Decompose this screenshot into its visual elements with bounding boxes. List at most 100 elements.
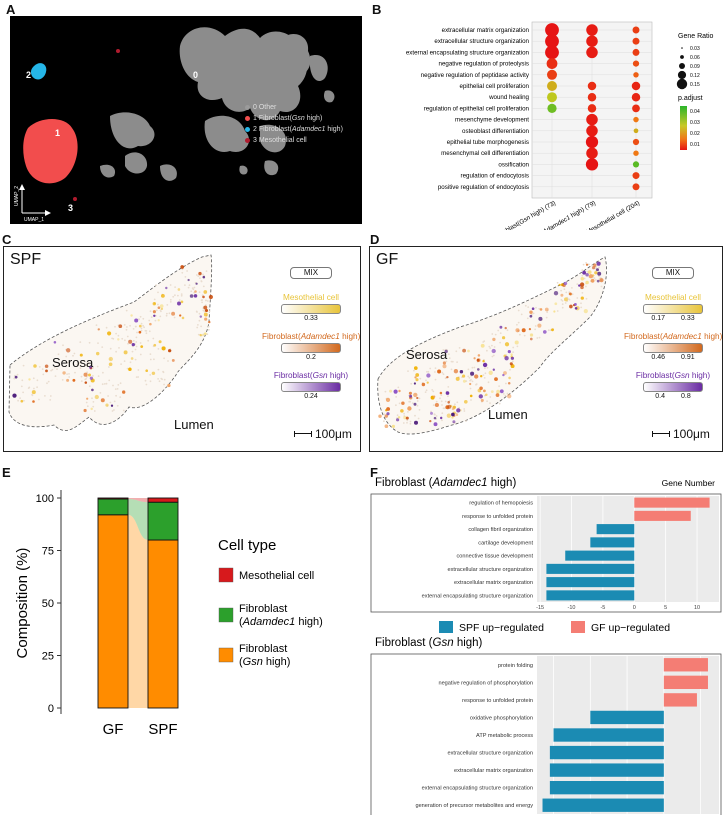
spatial-spot (492, 368, 495, 371)
composition-legend-label: Mesothelial cell (239, 570, 314, 582)
spatial-spot (197, 333, 200, 336)
spatial-spot (134, 358, 137, 361)
spatial-spot (123, 324, 126, 326)
dotplot-point (631, 92, 641, 102)
spatial-spot (568, 292, 572, 296)
spatial-spot (545, 316, 548, 319)
dotplot-point (632, 161, 640, 168)
spatial-spot (157, 378, 160, 380)
spatial-spot (122, 390, 126, 394)
umap-cluster-other (100, 27, 335, 181)
spatial-spot (105, 326, 108, 329)
spatial-spot (580, 296, 584, 300)
spatial-spot (544, 307, 549, 312)
umap-legend-num: 0 (253, 104, 259, 111)
spatial-spot (165, 314, 168, 317)
spatial-spot (454, 403, 456, 406)
spatial-spot (200, 280, 203, 283)
spatial-spot (492, 354, 495, 357)
spatial-spot (453, 369, 459, 374)
spatial-spot (442, 373, 445, 376)
spatial-spot (99, 392, 102, 394)
spatial-spot (384, 390, 387, 393)
spatial-spot (418, 409, 421, 411)
spatial-spot (448, 357, 451, 359)
spatial-spot (489, 402, 491, 404)
spatial-spot (426, 370, 428, 373)
dotplot-point (631, 81, 641, 91)
spatial-spot (451, 416, 454, 419)
spatial-spot (79, 341, 82, 343)
composition-bar-segment (147, 501, 179, 541)
spatial-gf-legend: MIX Mesothelial cell 0.17 0.33 Fibroblast(Ad… (624, 267, 722, 410)
spatial-spot (159, 315, 162, 318)
spatial-spot (195, 310, 198, 313)
umap-legend-item: 1 Fibroblast(Gsn high) (245, 113, 343, 124)
spatial-spot (469, 379, 471, 382)
spatial-spot (439, 397, 441, 400)
spatial-spot (184, 276, 187, 278)
spatial-spot (178, 299, 181, 301)
spatial-spot (455, 376, 460, 381)
spatial-spot (159, 304, 164, 308)
panel-label-c: C (2, 232, 12, 247)
spatial-spot (378, 414, 382, 418)
gene-name: Adamdec1 (662, 332, 702, 341)
dotplot-panel: extracellular matrix organization extrace… (372, 14, 725, 251)
spatial-spot (482, 341, 485, 343)
legend-mix-box: MIX (290, 267, 332, 279)
spatial-spot (80, 375, 83, 378)
spatial-spot (491, 355, 494, 358)
umap-cluster-mesothelial (73, 197, 77, 201)
spatial-spot (163, 383, 166, 386)
spatial-spot (108, 366, 110, 368)
composition-legend-swatch (218, 647, 234, 663)
spatial-spot (198, 319, 201, 322)
spatial-spot (79, 353, 83, 357)
spatial-spot (135, 336, 138, 339)
dotplot-term-label: osteoblast differentiation (462, 128, 530, 135)
spatial-spot (574, 306, 578, 310)
label-part: high) (488, 477, 517, 489)
spatial-spot (108, 379, 111, 382)
spatial-spot (492, 337, 496, 342)
spatial-spot (157, 291, 159, 294)
spatial-spot (174, 294, 176, 297)
spatial-spot (145, 383, 148, 386)
dotplot-point (633, 116, 639, 123)
spatial-spot (95, 351, 100, 356)
spatial-gf-lumen-label: Lumen (488, 407, 528, 422)
spatial-spot (512, 351, 514, 353)
spatial-spot (452, 420, 456, 424)
spatial-spot (534, 328, 536, 331)
arrow-right-icon (45, 210, 51, 216)
spatial-spot (529, 333, 534, 337)
spatial-spot (597, 271, 602, 276)
spatial-spot (546, 311, 549, 314)
spatial-spot (524, 304, 527, 307)
spatial-spot (139, 342, 142, 344)
spatial-spot (440, 394, 443, 396)
spatial-spot (439, 416, 443, 420)
spatial-spot (558, 283, 561, 287)
spatial-spot (398, 402, 401, 405)
spatial-spot (413, 382, 416, 385)
spatial-spot (433, 416, 437, 420)
spatial-spot (516, 323, 518, 326)
spatial-spot (600, 285, 603, 288)
spatial-spot (442, 364, 447, 369)
spatial-spot (32, 400, 35, 403)
spatial-legend-item: Fibroblast(Gsn high) 0.4 0.8 (624, 371, 722, 400)
spatial-spot (560, 289, 562, 292)
spatial-spot (86, 397, 89, 400)
gobar-bar (542, 798, 664, 812)
spatial-spot (123, 360, 126, 362)
dotplot-size-legend-dot (676, 78, 688, 90)
spatial-spot (180, 300, 184, 304)
spatial-spot (13, 377, 16, 380)
spatial-spot (36, 379, 39, 382)
spatial-spot (561, 306, 564, 309)
spatial-spot (168, 312, 171, 315)
scale-bar: 100μm (294, 427, 352, 441)
dotplot-term-label: mesenchymal cell differentiation (441, 150, 529, 157)
